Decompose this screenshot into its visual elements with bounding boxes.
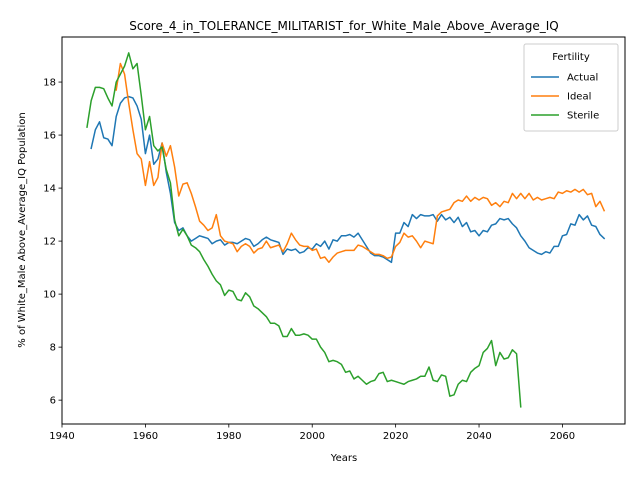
y-tick-label: 16 <box>43 131 56 142</box>
chart-title: Score_4_in_TOLERANCE_MILITARIST_for_Whit… <box>129 19 559 33</box>
y-tick-label: 10 <box>43 290 56 301</box>
legend-label-sterile: Sterile <box>567 111 599 122</box>
y-tick-label: 6 <box>50 396 56 407</box>
x-axis: 1940 1960 1980 2000 2020 2040 2060 <box>49 424 575 442</box>
legend-label-actual: Actual <box>567 73 598 84</box>
series-line-sterile <box>86 52 522 408</box>
legend-entries: Actual Ideal Sterile <box>531 73 599 122</box>
x-tick-label: 2020 <box>383 431 408 442</box>
series-lines <box>86 52 606 408</box>
y-axis-label: % of White_Male Above_Average_IQ Populat… <box>17 112 28 347</box>
x-tick-label: 1960 <box>133 431 158 442</box>
series-line-ideal <box>115 62 606 264</box>
legend-title: Fertility <box>552 52 590 63</box>
legend-label-ideal: Ideal <box>567 92 591 103</box>
y-tick-label: 12 <box>43 237 56 248</box>
y-axis: 6 8 10 12 14 16 18 <box>43 78 62 407</box>
y-tick-label: 18 <box>43 78 56 89</box>
legend: Fertility Actual Ideal Sterile <box>523 43 619 132</box>
x-tick-label: 1980 <box>216 431 241 442</box>
plot-frame <box>61 36 626 425</box>
y-tick-label: 14 <box>43 184 56 195</box>
x-tick-label: 2000 <box>299 431 324 442</box>
x-tick-label: 2060 <box>550 431 575 442</box>
x-tick-label: 2040 <box>466 431 491 442</box>
x-axis-label: Years <box>330 453 357 464</box>
legend-box <box>523 43 619 132</box>
y-tick-label: 8 <box>50 343 56 354</box>
x-tick-label: 1940 <box>49 431 74 442</box>
